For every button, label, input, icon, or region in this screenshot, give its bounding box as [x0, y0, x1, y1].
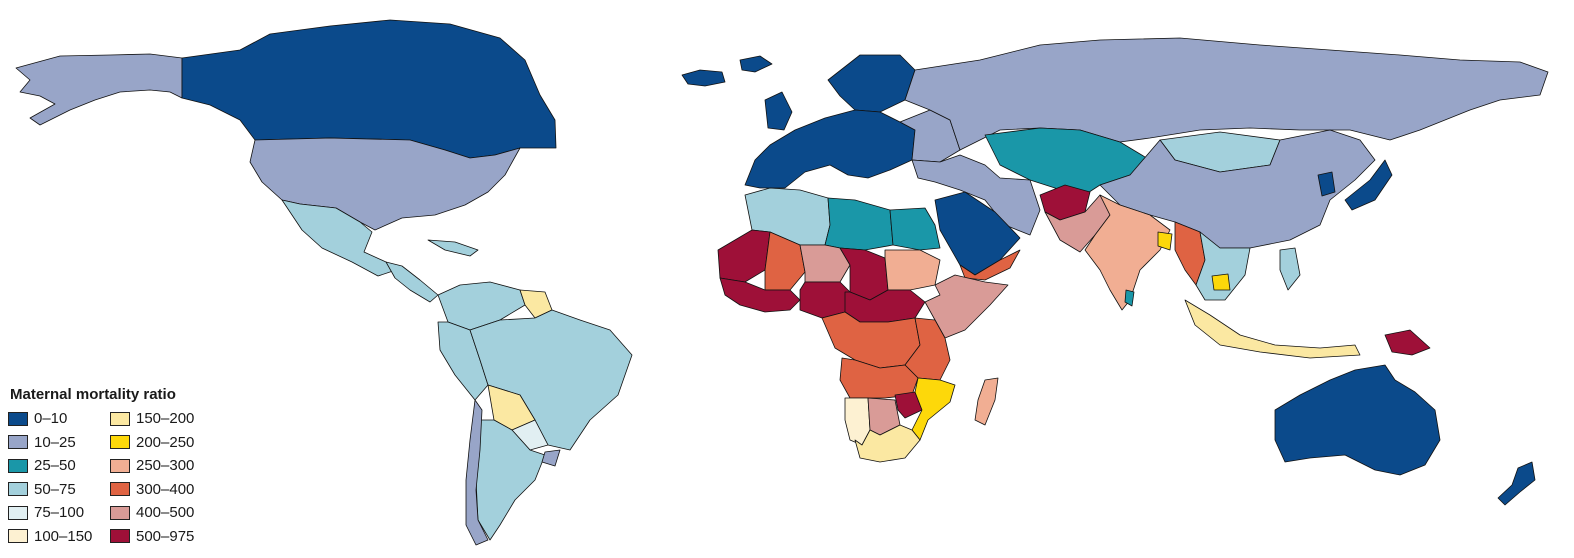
legend-item: 10–25 [8, 431, 110, 455]
region-new-zealand [1497, 461, 1536, 506]
region-canada [181, 19, 557, 159]
legend-item: 25–50 [8, 454, 110, 478]
legend-swatch [8, 529, 28, 544]
region-libya [824, 197, 894, 251]
region-alaska [15, 53, 183, 126]
legend-item: 100–150 [8, 525, 110, 549]
legend-item: 500–975 [110, 525, 212, 549]
region-zimbabwe [894, 391, 923, 419]
legend-swatch [8, 435, 28, 450]
region-chile [465, 399, 489, 546]
region-sri-lanka [1124, 289, 1135, 307]
legend-label: 200–250 [136, 433, 195, 451]
region-scandinavia [827, 54, 916, 113]
legend-label: 75–100 [34, 504, 85, 522]
region-central-africa [844, 289, 926, 323]
legend-swatch [8, 482, 28, 497]
legend-label: 10–25 [34, 433, 76, 451]
legend-label: 500–975 [136, 527, 195, 545]
region-madagascar [974, 377, 999, 426]
legend-label: 150–200 [136, 410, 195, 428]
legend-item: 150–200 [110, 407, 212, 431]
legend-swatch [110, 529, 130, 544]
region-india [1084, 194, 1171, 311]
region-turkey-iran [911, 154, 1041, 236]
legend-swatch [110, 482, 130, 497]
region-west-africa [719, 277, 801, 313]
region-greenland [681, 69, 726, 87]
region-angola-zambia [839, 357, 919, 399]
region-central-america [385, 261, 439, 303]
legend-label: 400–500 [136, 504, 195, 522]
region-ethiopia-horn [924, 274, 1009, 339]
legend-swatch [110, 435, 130, 450]
region-cambodia [1211, 273, 1231, 291]
legend-item: 50–75 [8, 478, 110, 502]
legend-swatch [110, 505, 130, 520]
region-caribbean [427, 239, 479, 257]
legend-swatch [8, 505, 28, 520]
legend-item: 200–250 [110, 431, 212, 455]
region-iceland [739, 55, 773, 73]
region-indochina [1195, 231, 1251, 301]
region-uk [764, 91, 793, 131]
legend-label: 50–75 [34, 480, 76, 498]
legend-swatch [8, 411, 28, 426]
legend-item: 250–300 [110, 454, 212, 478]
legend-item: 0–10 [8, 407, 110, 431]
region-australia [1274, 364, 1441, 476]
legend-label: 0–10 [34, 410, 68, 428]
legend-swatch [110, 458, 130, 473]
legend-title: Maternal mortality ratio [10, 386, 176, 403]
region-niger [799, 244, 851, 283]
region-korea [1317, 171, 1336, 197]
region-russia [904, 37, 1549, 151]
region-png [1384, 329, 1431, 356]
legend-item: 75–100 [8, 501, 110, 525]
region-mauritania [717, 229, 771, 283]
region-indonesia [1184, 299, 1361, 359]
legend-item: 400–500 [110, 501, 212, 525]
region-south-africa [854, 424, 921, 463]
region-philippines [1279, 247, 1301, 291]
legend-label: 250–300 [136, 457, 195, 475]
legend-label: 100–150 [34, 527, 93, 545]
legend-swatch [110, 411, 130, 426]
region-bangladesh [1157, 231, 1173, 251]
region-sudan [884, 249, 941, 291]
region-uruguay [541, 449, 561, 467]
legend-items: 0–10 10–25 25–50 50–75 75–100 100–150 150–200 2… [8, 407, 212, 548]
legend-label: 25–50 [34, 457, 76, 475]
legend-swatch [8, 458, 28, 473]
legend-label: 300–400 [136, 480, 195, 498]
legend-item: 300–400 [110, 478, 212, 502]
map-legend: Maternal mortality ratio 0–10 10–25 25–50 5… [8, 386, 212, 548]
region-mozambique [911, 377, 956, 441]
region-egypt [889, 207, 941, 251]
region-japan [1344, 159, 1393, 211]
